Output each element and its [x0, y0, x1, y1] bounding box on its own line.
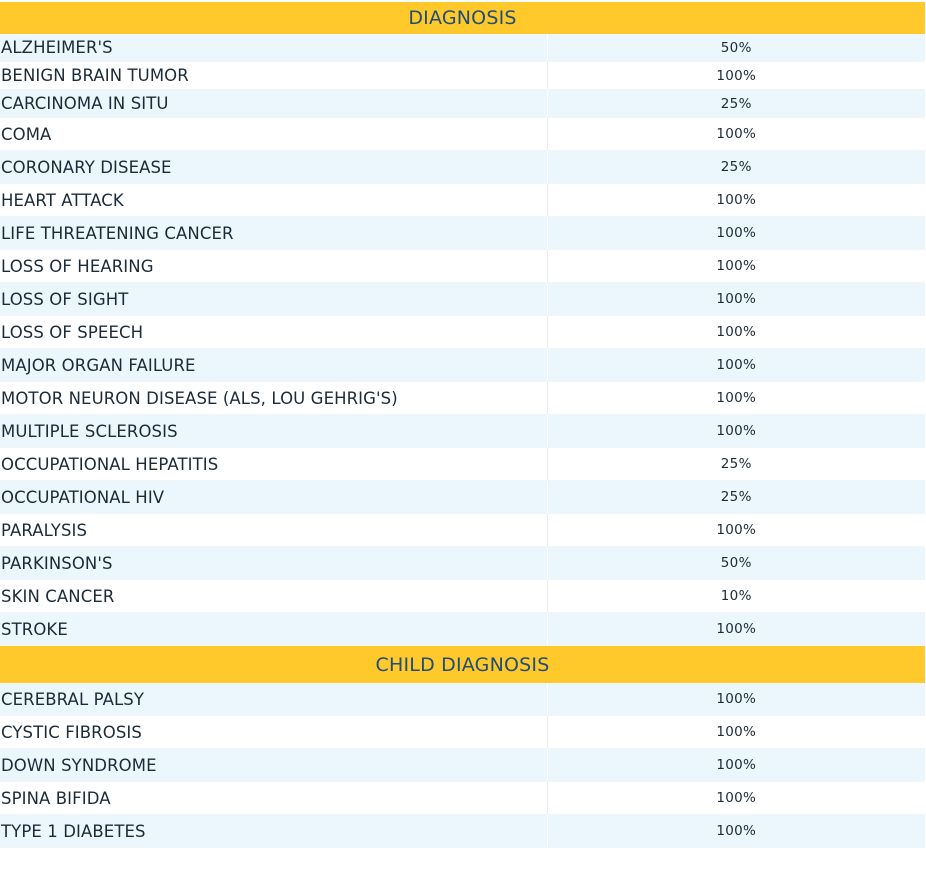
diagnosis-name: ALZHEIMER'S	[0, 34, 548, 62]
benefit-percentage: 100%	[547, 683, 926, 716]
benefit-percentage: 100%	[547, 748, 926, 782]
section-title: DIAGNOSIS	[0, 2, 926, 34]
table-row: STROKE 100%	[0, 612, 926, 646]
table-row: ALZHEIMER'S 50%	[0, 34, 926, 62]
table-row: DOWN SYNDROME 100%	[0, 748, 926, 782]
benefit-percentage: 100%	[547, 814, 926, 848]
table-row: MOTOR NEURON DISEASE (ALS, LOU GEHRIG'S)…	[0, 381, 926, 415]
benefit-percentage: 100%	[547, 348, 926, 382]
diagnosis-name: LOSS OF SIGHT	[0, 282, 548, 316]
table-row: LOSS OF SPEECH 100%	[0, 315, 926, 349]
table-row: OCCUPATIONAL HEPATITIS 25%	[0, 447, 926, 481]
table-row: SPINA BIFIDA 100%	[0, 781, 926, 815]
diagnosis-name: BENIGN BRAIN TUMOR	[0, 61, 548, 90]
table-row: HEART ATTACK 100%	[0, 183, 926, 217]
diagnosis-name: LIFE THREATENING CANCER	[0, 216, 548, 250]
table-row: OCCUPATIONAL HIV 25%	[0, 480, 926, 514]
benefit-percentage: 100%	[547, 117, 926, 151]
diagnosis-name: CARCINOMA IN SITU	[0, 89, 548, 118]
benefit-percentage: 100%	[547, 61, 926, 90]
table-row: BENIGN BRAIN TUMOR 100%	[0, 61, 926, 90]
diagnosis-name: MULTIPLE SCLEROSIS	[0, 414, 548, 448]
table-row: COMA 100%	[0, 117, 926, 151]
table-row: PARALYSIS 100%	[0, 513, 926, 547]
benefit-percentage: 25%	[547, 150, 926, 184]
table-row: LOSS OF HEARING 100%	[0, 249, 926, 283]
benefit-percentage: 25%	[547, 447, 926, 481]
diagnosis-name: CEREBRAL PALSY	[0, 683, 548, 716]
diagnosis-name: LOSS OF HEARING	[0, 249, 548, 283]
diagnosis-name: CYSTIC FIBROSIS	[0, 715, 548, 749]
table-row: MAJOR ORGAN FAILURE 100%	[0, 348, 926, 382]
diagnosis-name: MOTOR NEURON DISEASE (ALS, LOU GEHRIG'S)	[0, 381, 548, 415]
benefit-percentage: 50%	[547, 546, 926, 580]
diagnosis-name: CORONARY DISEASE	[0, 150, 548, 184]
diagnosis-name: STROKE	[0, 612, 548, 646]
benefit-percentage: 25%	[547, 480, 926, 514]
table-row: LOSS OF SIGHT 100%	[0, 282, 926, 316]
diagnosis-name: OCCUPATIONAL HIV	[0, 480, 548, 514]
benefit-percentage: 100%	[547, 216, 926, 250]
diagnosis-name: COMA	[0, 117, 548, 151]
table-row: SKIN CANCER 10%	[0, 579, 926, 613]
section-header-child-diagnosis: CHILD DIAGNOSIS	[0, 645, 926, 683]
diagnosis-name: MAJOR ORGAN FAILURE	[0, 348, 548, 382]
table-row: PARKINSON'S 50%	[0, 546, 926, 580]
benefit-percentage: 100%	[547, 414, 926, 448]
table-row: CYSTIC FIBROSIS 100%	[0, 715, 926, 749]
benefit-percentage: 100%	[547, 183, 926, 217]
benefit-percentage: 50%	[547, 34, 926, 62]
diagnosis-name: TYPE 1 DIABETES	[0, 814, 548, 848]
benefit-percentage: 100%	[547, 381, 926, 415]
table-row: MULTIPLE SCLEROSIS 100%	[0, 414, 926, 448]
benefit-percentage: 100%	[547, 513, 926, 547]
table-row: TYPE 1 DIABETES 100%	[0, 814, 926, 848]
diagnosis-name: LOSS OF SPEECH	[0, 315, 548, 349]
table-row: CARCINOMA IN SITU 25%	[0, 89, 926, 118]
benefit-percentage: 100%	[547, 715, 926, 749]
diagnosis-name: PARKINSON'S	[0, 546, 548, 580]
diagnosis-name: HEART ATTACK	[0, 183, 548, 217]
benefit-percentage: 100%	[547, 249, 926, 283]
diagnosis-name: PARALYSIS	[0, 513, 548, 547]
diagnosis-table: DIAGNOSIS ALZHEIMER'S 50% BENIGN BRAIN T…	[0, 2, 926, 848]
benefit-percentage: 25%	[547, 89, 926, 118]
diagnosis-name: OCCUPATIONAL HEPATITIS	[0, 447, 548, 481]
benefit-percentage: 100%	[547, 282, 926, 316]
benefit-percentage: 100%	[547, 315, 926, 349]
table-row: LIFE THREATENING CANCER 100%	[0, 216, 926, 250]
diagnosis-name: SKIN CANCER	[0, 579, 548, 613]
table-row: CEREBRAL PALSY 100%	[0, 683, 926, 716]
diagnosis-name: DOWN SYNDROME	[0, 748, 548, 782]
benefit-percentage: 10%	[547, 579, 926, 613]
section-header-diagnosis: DIAGNOSIS	[0, 2, 926, 34]
section-title: CHILD DIAGNOSIS	[0, 645, 926, 683]
table-row: CORONARY DISEASE 25%	[0, 150, 926, 184]
benefit-percentage: 100%	[547, 612, 926, 646]
benefit-percentage: 100%	[547, 781, 926, 815]
diagnosis-name: SPINA BIFIDA	[0, 781, 548, 815]
